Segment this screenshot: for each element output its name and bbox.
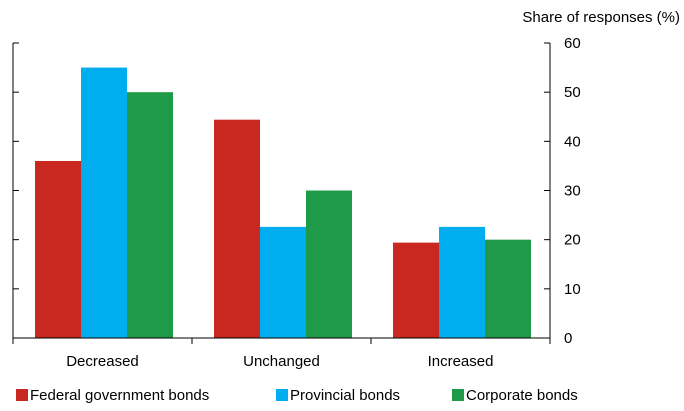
bar-2-1 <box>439 226 485 338</box>
x-tick-label: Decreased <box>66 353 139 370</box>
x-tick-label: Unchanged <box>243 353 320 370</box>
legend-swatch <box>16 389 28 401</box>
plot-area: Decreased Unchanged Increased 0 10 20 30 40 50 60 <box>12 35 581 370</box>
bar-1-0 <box>214 119 260 338</box>
bar-0-2 <box>127 92 173 339</box>
legend-swatch <box>276 389 288 401</box>
y-tick-label: 60 <box>564 35 581 52</box>
y-tick-label: 50 <box>564 84 581 101</box>
y-tick-label: 10 <box>564 281 581 298</box>
bar-0-0 <box>35 161 81 338</box>
bar-2-0 <box>393 242 439 338</box>
y-tick-label: 0 <box>564 330 572 347</box>
y-tick-label: 20 <box>564 232 581 249</box>
legend-swatch <box>452 389 464 401</box>
x-tick-label: Increased <box>428 353 494 370</box>
y-tick-label: 30 <box>564 183 581 200</box>
legend-label: Provincial bonds <box>290 387 400 404</box>
legend-label: Federal government bonds <box>30 387 209 404</box>
bar-0-1 <box>81 67 127 338</box>
legend: Federal government bonds Provincial bonds… <box>16 387 578 404</box>
bar-1-2 <box>306 190 352 338</box>
bar-2-2 <box>485 239 531 338</box>
y-axis-title: Share of responses (%) <box>522 9 680 26</box>
y-tick-label: 40 <box>564 133 581 150</box>
legend-label: Corporate bonds <box>466 387 578 404</box>
bar-1-1 <box>260 226 306 338</box>
